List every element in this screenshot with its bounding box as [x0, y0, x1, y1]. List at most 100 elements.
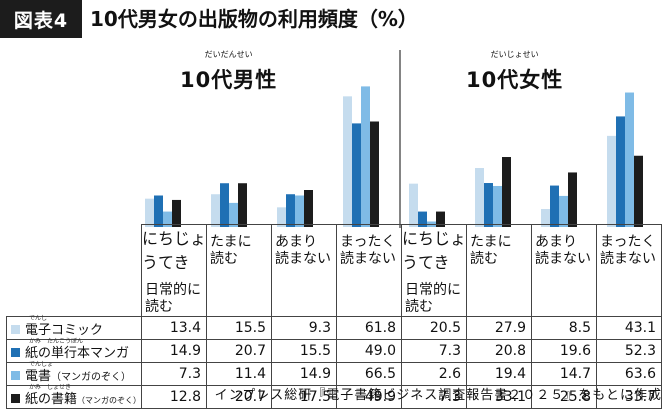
legend-swatch — [11, 324, 20, 334]
bar-female-s3-c4 — [625, 92, 634, 227]
data-cell: 33.7 — [596, 385, 663, 409]
category-label: たまに 読む — [470, 234, 512, 267]
data-cell: 14.7 — [531, 362, 598, 386]
bar-male-s3-c4 — [361, 86, 370, 228]
series-label: かみ しょせき 紙の書籍（マンガのぞく） — [5, 384, 143, 409]
bar-male-s4-c1 — [172, 199, 181, 227]
data-cell: 63.6 — [596, 362, 663, 386]
category-ruby: にちじょうてき — [142, 229, 207, 272]
bar-male-s4-c4 — [370, 121, 379, 227]
data-cell: 20.8 — [466, 339, 533, 363]
category-label: たまに 読む — [210, 234, 252, 267]
series-ruby: でんしょ — [29, 361, 54, 368]
panel-title-male-text: 10代男性 — [180, 68, 278, 92]
series-name: 電書 — [25, 368, 52, 384]
data-cell: 66.5 — [336, 362, 403, 386]
data-cell: 27.9 — [466, 316, 533, 340]
data-cell: 14.9 — [141, 339, 208, 363]
category-ruby: にちじょうてき — [402, 229, 467, 272]
bar-female-s4-c2 — [502, 157, 511, 227]
data-cell: 52.3 — [596, 339, 663, 363]
category-header: たまに 読む — [206, 224, 273, 317]
table-header-row: にちじょうてき 日常的に 読む たまに 読む あまり 読まない まったく 読まない にちじょうてき… — [6, 224, 663, 317]
category-header: にちじょうてき日常的に 読む — [401, 224, 468, 317]
table-corner — [6, 224, 143, 317]
panel-title-male-ruby: だいだんせい — [204, 50, 253, 59]
category-header: まったく 読まない — [596, 224, 663, 317]
data-cell: 2.6 — [401, 362, 468, 386]
chart-title: 10代男女の出版物の利用頻度（%） — [90, 7, 418, 31]
data-cell: 7.3 — [401, 385, 468, 409]
category-label: あまり 読まない — [275, 234, 332, 267]
bar-male-s4-c2 — [238, 183, 247, 227]
bar-male-s2-c4 — [352, 123, 361, 227]
data-cell: 19.6 — [531, 339, 598, 363]
bar-female-s2-c1 — [418, 211, 427, 227]
bar-female-s1-c3 — [541, 209, 550, 227]
data-cell: 15.5 — [206, 316, 273, 340]
legend-swatch — [11, 347, 20, 357]
panel-title-female-text: 10代女性 — [466, 68, 564, 92]
series-name: 紙の単行本マンガ — [25, 345, 130, 361]
series-note: （マンガのぞく） — [51, 371, 132, 383]
data-cell: 19.4 — [466, 362, 533, 386]
chart-area — [145, 50, 643, 228]
data-cell: 49.0 — [336, 339, 403, 363]
category-header: まったく 読まない — [336, 224, 403, 317]
table-row: でんしょ 電書（マンガのぞく） 7.3 11.4 14.9 66.5 2.6 19.4 14.7… — [5, 361, 663, 386]
bar-male-s3-c1 — [163, 211, 172, 227]
bar-male-s3-c2 — [229, 202, 238, 227]
bar-male-s1-c4 — [343, 96, 352, 227]
figure-label: 図表4 — [0, 0, 82, 38]
data-cell: 11.4 — [206, 362, 273, 386]
bar-female-s4-c3 — [568, 172, 577, 227]
series-name: 電子コミック — [25, 322, 104, 338]
table-row: でんし 電子コミック 13.4 15.5 9.3 61.8 20.5 27.9 8.5 43.1 — [5, 315, 663, 340]
bar-female-s3-c2 — [493, 185, 502, 227]
series-ruby: かみ しょせき — [29, 384, 72, 391]
data-cell: 9.3 — [271, 316, 338, 340]
legend-swatch — [11, 370, 20, 380]
bar-female-s4-c1 — [436, 211, 445, 227]
source-note: インプレス総研『電子書籍ビジネス調査報告書２０２５』をもとに作成 — [214, 388, 662, 403]
series-label: でんしょ 電書（マンガのぞく） — [5, 361, 143, 386]
series-ruby: かみ たんこうぼん — [29, 338, 84, 345]
series-note: （マンガのぞく） — [77, 395, 142, 405]
bar-male-s3-c3 — [295, 195, 304, 227]
category-header: にちじょうてき日常的に 読む — [141, 224, 208, 317]
data-cell: 14.9 — [271, 362, 338, 386]
data-cell: 15.5 — [271, 339, 338, 363]
bar-male-s1-c2 — [211, 194, 220, 227]
panel-title-male: だいだんせい 10代男性 — [180, 50, 278, 94]
category-label: まったく 読まない — [340, 234, 397, 267]
bar-female-s2-c4 — [616, 116, 625, 227]
category-label: まったく 読まない — [600, 234, 657, 267]
series-ruby: でんし — [29, 315, 48, 322]
category-label: 日常的に 読む — [405, 282, 462, 315]
bar-female-s2-c2 — [484, 183, 493, 227]
bar-male-s1-c3 — [277, 207, 286, 227]
bar-male-s2-c1 — [154, 195, 163, 227]
panel-title-female: だいじょせい 10代女性 — [466, 50, 564, 94]
bar-male-s2-c2 — [220, 183, 229, 227]
data-cell: 43.1 — [596, 316, 663, 340]
data-cell: 7.3 — [401, 339, 468, 363]
category-label: あまり 読まない — [535, 234, 592, 267]
category-header: あまり 読まない — [531, 224, 598, 317]
table-row: かみ たんこうぼん 紙の単行本マンガ 14.9 20.7 15.5 49.0 7.3 20.8… — [5, 338, 663, 363]
data-cell: 20.5 — [401, 316, 468, 340]
data-cell: 20.7 — [206, 385, 273, 409]
category-label: 日常的に 読む — [145, 282, 202, 315]
bar-female-s4-c4 — [634, 155, 643, 227]
bar-female-s1-c1 — [409, 183, 418, 227]
series-label: かみ たんこうぼん 紙の単行本マンガ — [5, 338, 143, 363]
data-table: にちじょうてき 日常的に 読む たまに 読む あまり 読まない まったく 読まない にちじょうてき… — [5, 224, 663, 409]
category-header: たまに 読む — [466, 224, 533, 317]
panel-title-female-ruby: だいじょせい — [490, 50, 539, 59]
bar-female-s3-c3 — [559, 195, 568, 227]
bar-male-s1-c1 — [145, 198, 154, 227]
data-cell: 61.8 — [336, 316, 403, 340]
bar-male-s4-c3 — [304, 190, 313, 227]
data-cell: 12.8 — [141, 385, 208, 409]
title-row: 図表4 10代男女の出版物の利用頻度（%） — [0, 0, 670, 38]
